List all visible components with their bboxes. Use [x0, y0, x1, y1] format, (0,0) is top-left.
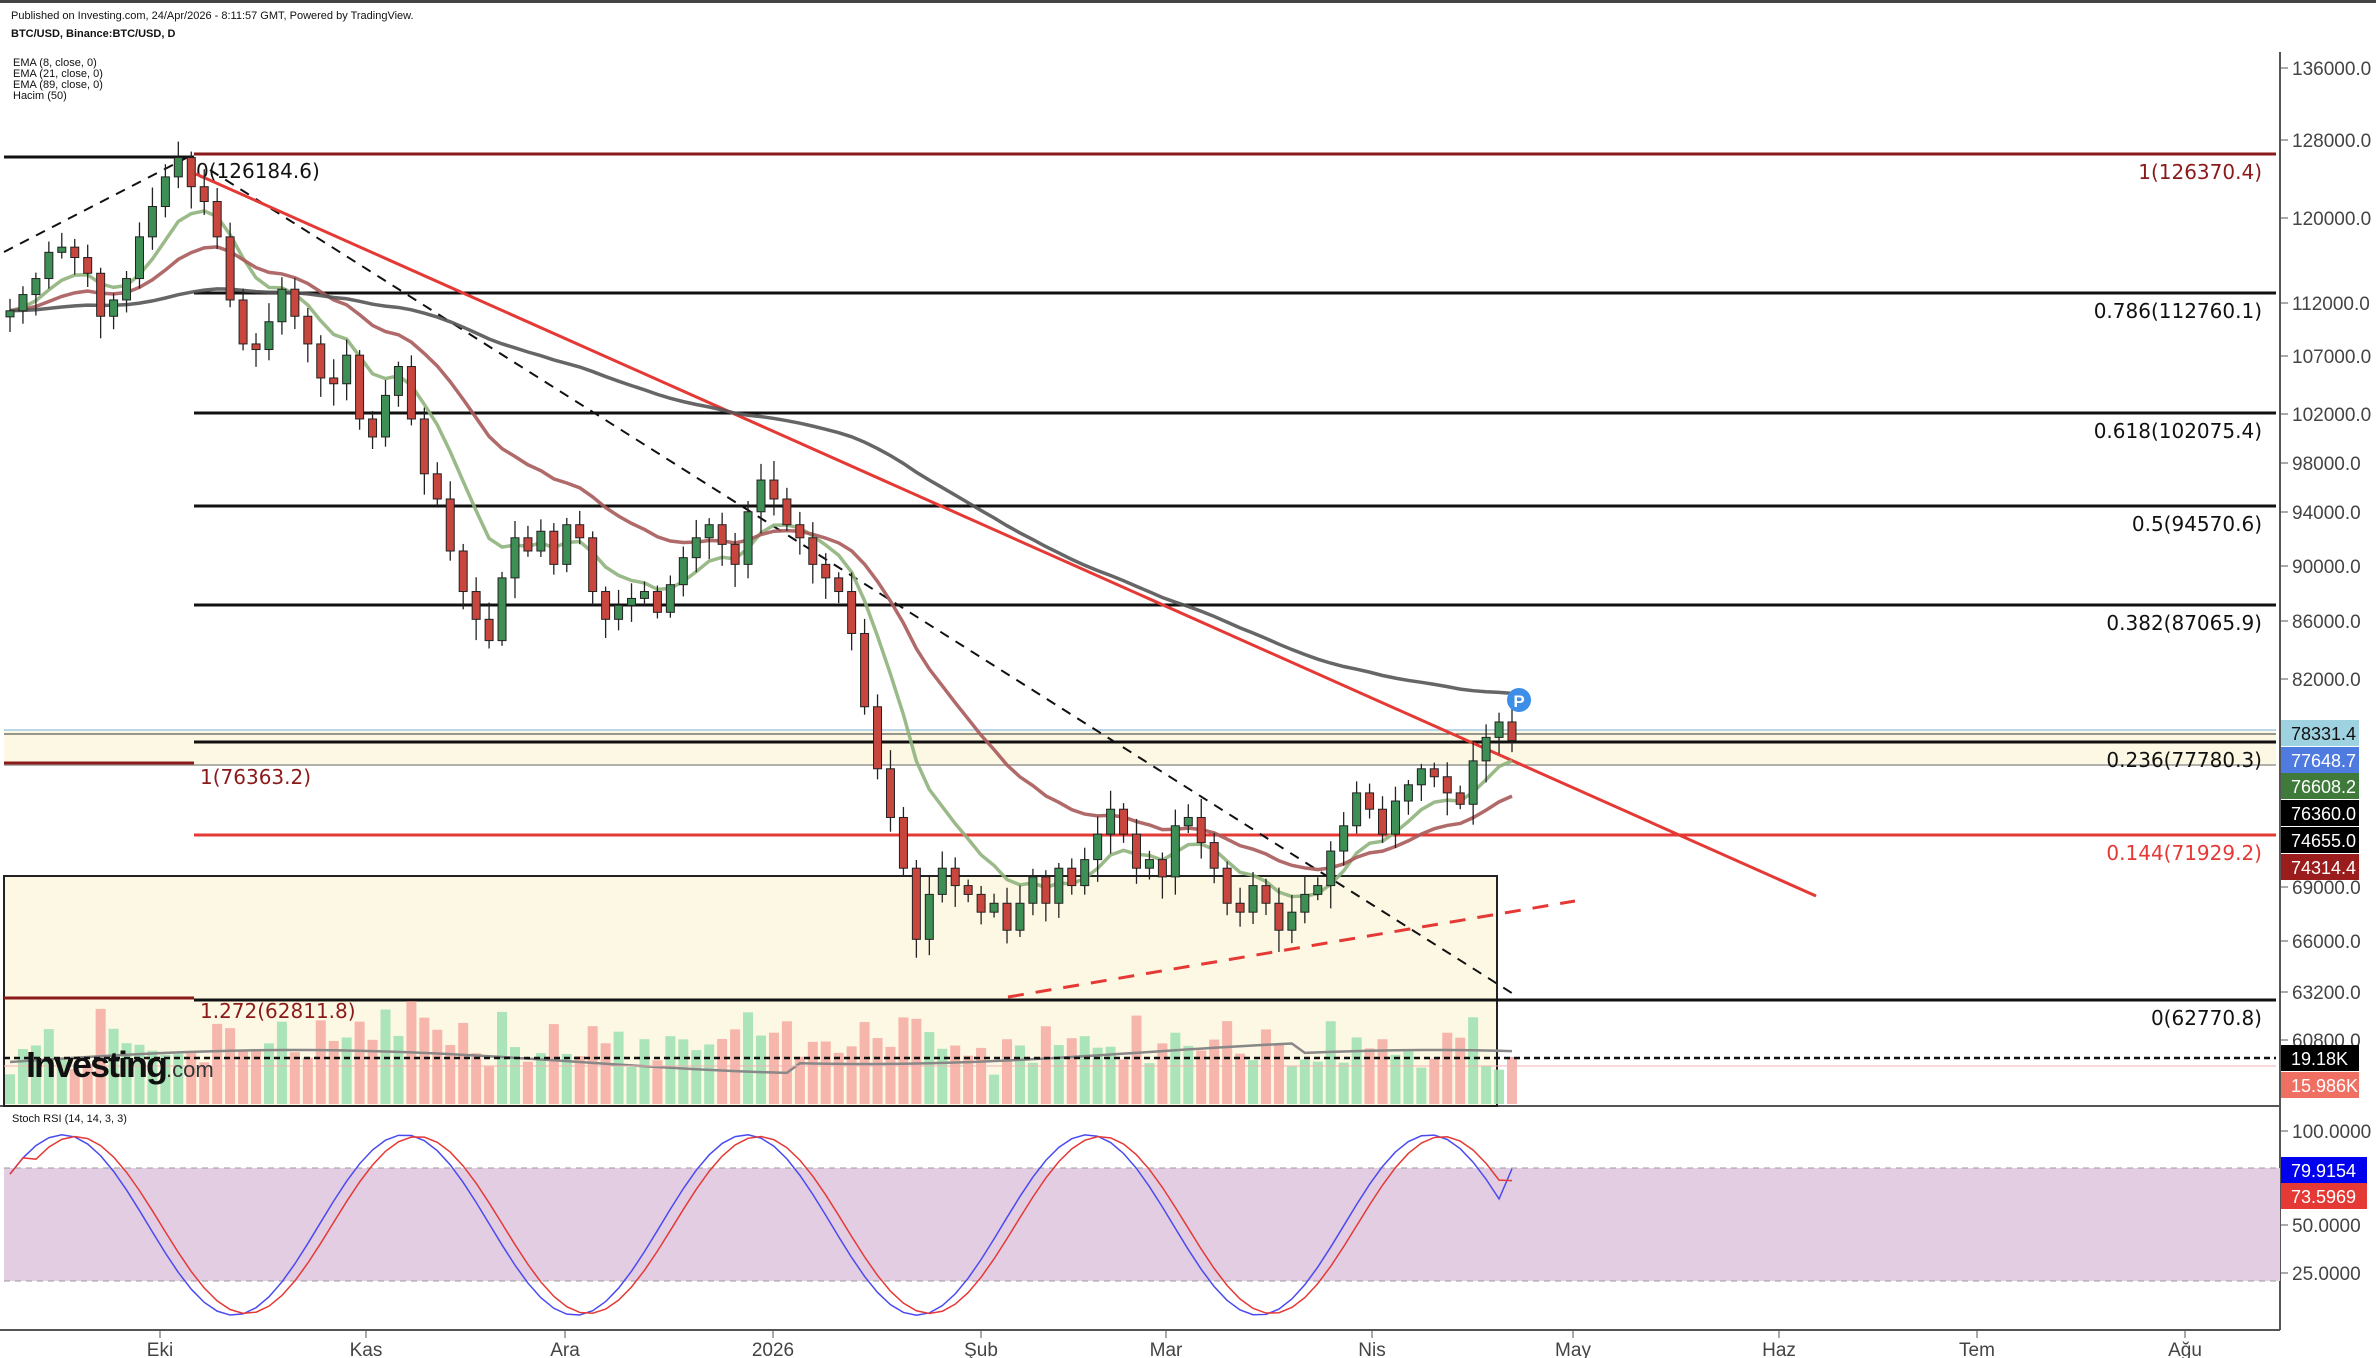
- svg-text:0.382(87065.9): 0.382(87065.9): [2106, 611, 2262, 635]
- svg-text:100.0000: 100.0000: [2292, 1122, 2371, 1143]
- svg-text:94000.0: 94000.0: [2292, 503, 2361, 524]
- svg-text:Şub: Şub: [964, 1340, 998, 1358]
- axes: 136000.0 128000.0 120000.0 112000.0 107000.0…: [147, 59, 2371, 1358]
- svg-text:0(62770.8): 0(62770.8): [2151, 1006, 2262, 1030]
- legend-ema21[interactable]: EMA (21, close, 0): [13, 68, 103, 80]
- chart-title: BTC/USD, Binance:BTC/USD, D: [11, 28, 176, 40]
- fib-levels: 1(126370.4) 0.786(112760.1) 0.618(102075.4…: [194, 152, 2276, 1030]
- fib-ext-0: 0(126184.6): [196, 159, 320, 183]
- svg-text:77648.7: 77648.7: [2291, 751, 2356, 771]
- svg-text:76608.2: 76608.2: [2291, 777, 2356, 797]
- descending-resistance[interactable]: [195, 172, 1817, 898]
- svg-text:69000.0: 69000.0: [2292, 878, 2361, 899]
- svg-text:50.0000: 50.0000: [2292, 1216, 2361, 1237]
- p-marker-label: P: [1513, 692, 1524, 711]
- indicator-legend: EMA (8, close, 0) EMA (21, close, 0) EMA…: [13, 58, 103, 102]
- svg-text:66000.0: 66000.0: [2292, 932, 2361, 953]
- ascending-support-dashed[interactable]: [1007, 899, 1576, 999]
- svg-text:90000.0: 90000.0: [2292, 557, 2361, 578]
- svg-text:Tem: Tem: [1959, 1340, 1995, 1358]
- dashed-trend-down: [209, 169, 1516, 996]
- svg-text:98000.0: 98000.0: [2292, 454, 2361, 475]
- volume-bars: [5, 1001, 1517, 1104]
- svg-text:Ağu: Ağu: [2168, 1340, 2202, 1358]
- svg-text:0.5(94570.6): 0.5(94570.6): [2132, 512, 2262, 536]
- svg-text:0.144(71929.2): 0.144(71929.2): [2106, 841, 2262, 865]
- fib-ext-1272: 1.272(62811.8): [200, 999, 356, 1023]
- svg-text:Ara: Ara: [550, 1340, 580, 1358]
- svg-text:86000.0: 86000.0: [2292, 612, 2361, 633]
- svg-text:63200.0: 63200.0: [2292, 983, 2361, 1004]
- p-marker-icon[interactable]: [1507, 688, 1531, 712]
- legend-ema89[interactable]: EMA (89, close, 0): [13, 79, 103, 91]
- svg-text:78331.4: 78331.4: [2291, 724, 2356, 744]
- svg-text:107000.0: 107000.0: [2292, 347, 2371, 368]
- svg-text:74314.4: 74314.4: [2291, 858, 2356, 878]
- investing-logo: Investing.com: [26, 1044, 214, 1085]
- svg-text:25.0000: 25.0000: [2292, 1264, 2361, 1285]
- svg-text:74655.0: 74655.0: [2291, 831, 2356, 851]
- svg-text:Mar: Mar: [1150, 1340, 1183, 1358]
- svg-text:102000.0: 102000.0: [2292, 405, 2371, 426]
- candles: [5, 141, 1517, 958]
- stoch-band: [4, 1168, 2280, 1281]
- svg-text:79.9154: 79.9154: [2291, 1161, 2356, 1181]
- svg-text:Kas: Kas: [350, 1340, 383, 1358]
- svg-text:1(126370.4): 1(126370.4): [2138, 160, 2262, 184]
- svg-text:Nis: Nis: [1358, 1340, 1385, 1358]
- svg-text:128000.0: 128000.0: [2292, 131, 2371, 152]
- svg-text:120000.0: 120000.0: [2292, 209, 2371, 230]
- published-note: Published on Investing.com, 24/Apr/2026 …: [11, 10, 414, 22]
- svg-text:76360.0: 76360.0: [2291, 804, 2356, 824]
- fib-ext-1: 1(76363.2): [200, 765, 311, 789]
- svg-text:0.618(102075.4): 0.618(102075.4): [2094, 419, 2262, 443]
- svg-text:0.236(77780.3): 0.236(77780.3): [2106, 748, 2262, 772]
- legend-volume[interactable]: Hacim (50): [13, 90, 67, 102]
- stoch-rsi-label: Stoch RSI (14, 14, 3, 3): [12, 1113, 127, 1125]
- svg-text:0.786(112760.1): 0.786(112760.1): [2094, 299, 2262, 323]
- top-border: [0, 0, 2376, 3]
- svg-text:May: May: [1555, 1340, 1591, 1358]
- svg-text:19.18K: 19.18K: [2291, 1049, 2348, 1069]
- svg-text:Haz: Haz: [1762, 1340, 1796, 1358]
- svg-text:136000.0: 136000.0: [2292, 59, 2371, 80]
- svg-text:112000.0: 112000.0: [2292, 294, 2370, 315]
- ema-lines: [9, 209, 1513, 899]
- legend-ema8[interactable]: EMA (8, close, 0): [13, 57, 97, 69]
- stoch-rsi-lines: [9, 1134, 1513, 1316]
- svg-text:Eki: Eki: [147, 1340, 173, 1358]
- svg-text:15.986K: 15.986K: [2291, 1076, 2358, 1096]
- pane-frames: [0, 52, 2281, 1331]
- fib-0236-zone: [4, 730, 2276, 766]
- svg-text:73.5969: 73.5969: [2291, 1187, 2356, 1207]
- svg-text:2026: 2026: [752, 1340, 794, 1358]
- svg-text:82000.0: 82000.0: [2292, 670, 2361, 691]
